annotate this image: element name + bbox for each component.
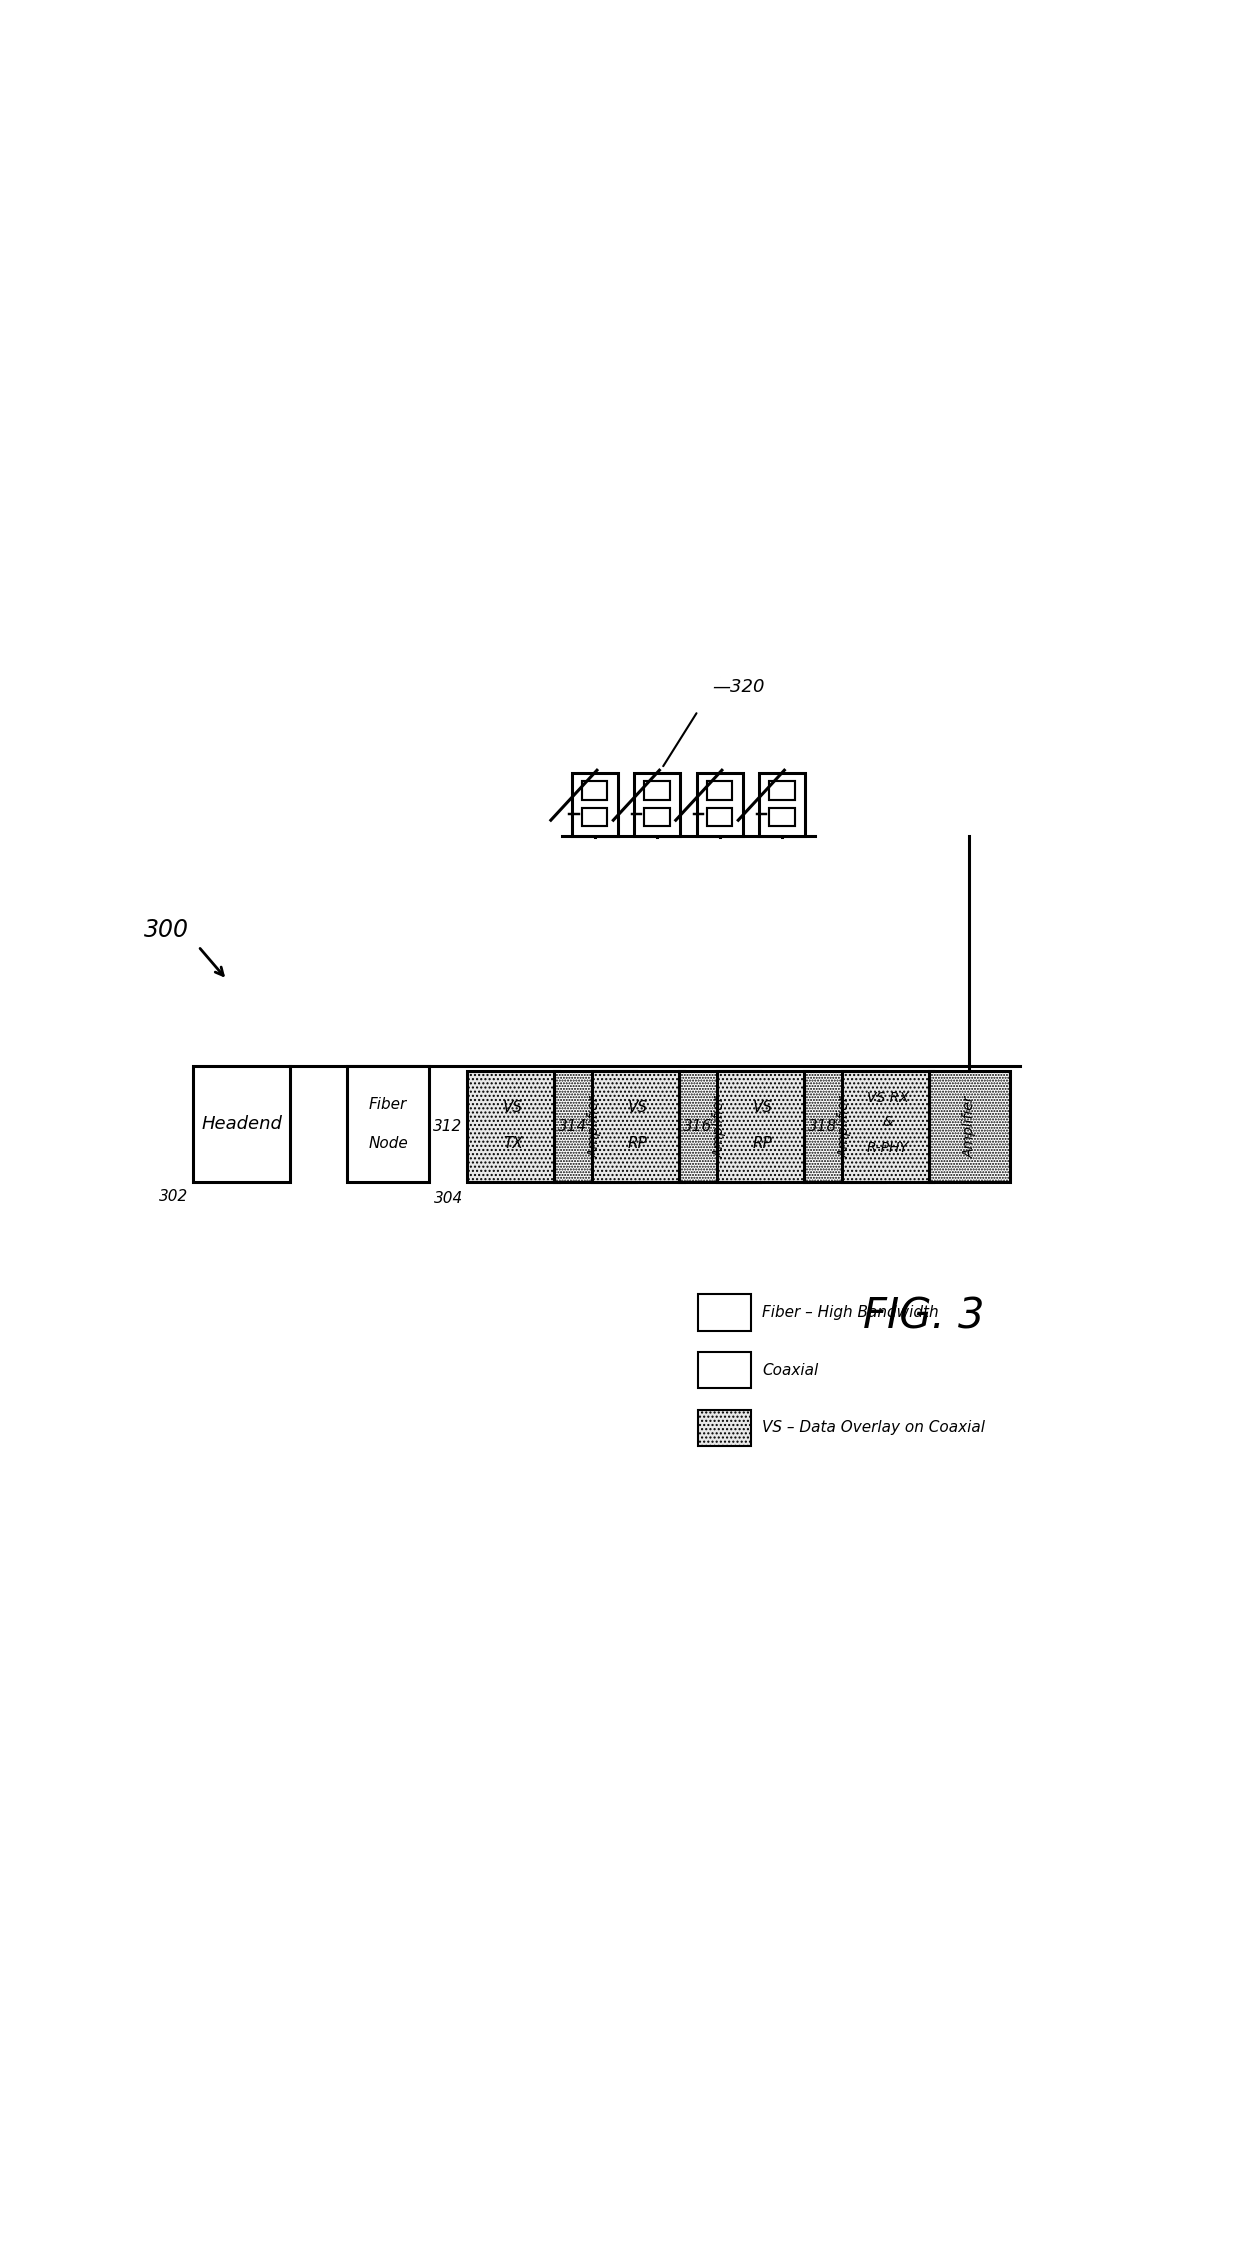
Bar (697, 774, 743, 835)
Text: FIG. 3: FIG. 3 (863, 1295, 985, 1338)
Text: Amplifier: Amplifier (588, 1096, 601, 1157)
Bar (582, 808, 608, 826)
Bar (698, 1295, 750, 1331)
Text: 302: 302 (160, 1189, 188, 1204)
Bar (193, 1066, 290, 1182)
Bar (572, 774, 618, 835)
Bar (698, 1352, 750, 1388)
Bar (347, 1066, 429, 1182)
Text: —320: —320 (712, 679, 765, 697)
Bar (769, 781, 795, 799)
Bar (698, 1410, 750, 1447)
Text: VS: VS (627, 1100, 649, 1114)
Text: 308: 308 (770, 1143, 800, 1157)
Bar (717, 1071, 808, 1182)
Text: 304: 304 (434, 1191, 463, 1207)
Bar (804, 1071, 885, 1182)
Text: R-PHY: R-PHY (867, 1141, 909, 1155)
Bar (467, 1071, 558, 1182)
Text: 316: 316 (683, 1118, 712, 1134)
Text: 314: 314 (558, 1118, 588, 1134)
Bar (759, 774, 805, 835)
Bar (645, 808, 670, 826)
Text: VS: VS (753, 1100, 773, 1114)
Bar (582, 781, 608, 799)
Text: RP: RP (627, 1137, 647, 1152)
Text: Fiber: Fiber (370, 1098, 407, 1112)
Text: 310: 310 (895, 1143, 924, 1157)
Bar (645, 781, 670, 799)
Bar (634, 774, 681, 835)
Bar (929, 1071, 1011, 1182)
Text: 312: 312 (433, 1118, 463, 1134)
Text: Amplifier: Amplifier (962, 1096, 976, 1157)
Bar (707, 781, 733, 799)
Bar (769, 808, 795, 826)
Bar (707, 808, 733, 826)
Bar (554, 1071, 635, 1182)
Text: 306: 306 (645, 1143, 675, 1157)
Text: Node: Node (368, 1137, 408, 1150)
Text: RP: RP (753, 1137, 773, 1152)
Text: VS – Data Overlay on Coaxial: VS – Data Overlay on Coaxial (763, 1420, 986, 1435)
Text: VS: VS (503, 1100, 523, 1114)
Text: 300: 300 (144, 917, 188, 942)
Text: Amplifier: Amplifier (713, 1096, 727, 1157)
Text: Amplifier: Amplifier (837, 1096, 852, 1157)
Text: Coaxial: Coaxial (763, 1363, 818, 1377)
Bar (678, 1071, 760, 1182)
Text: Headend: Headend (201, 1116, 281, 1132)
Text: TX: TX (503, 1137, 523, 1152)
Text: &: & (883, 1114, 893, 1130)
Text: Fiber – High Bandwidth: Fiber – High Bandwidth (763, 1304, 939, 1320)
Text: 318: 318 (808, 1118, 837, 1134)
Bar (593, 1071, 683, 1182)
Bar (842, 1071, 934, 1182)
Text: VS RX: VS RX (867, 1091, 909, 1105)
